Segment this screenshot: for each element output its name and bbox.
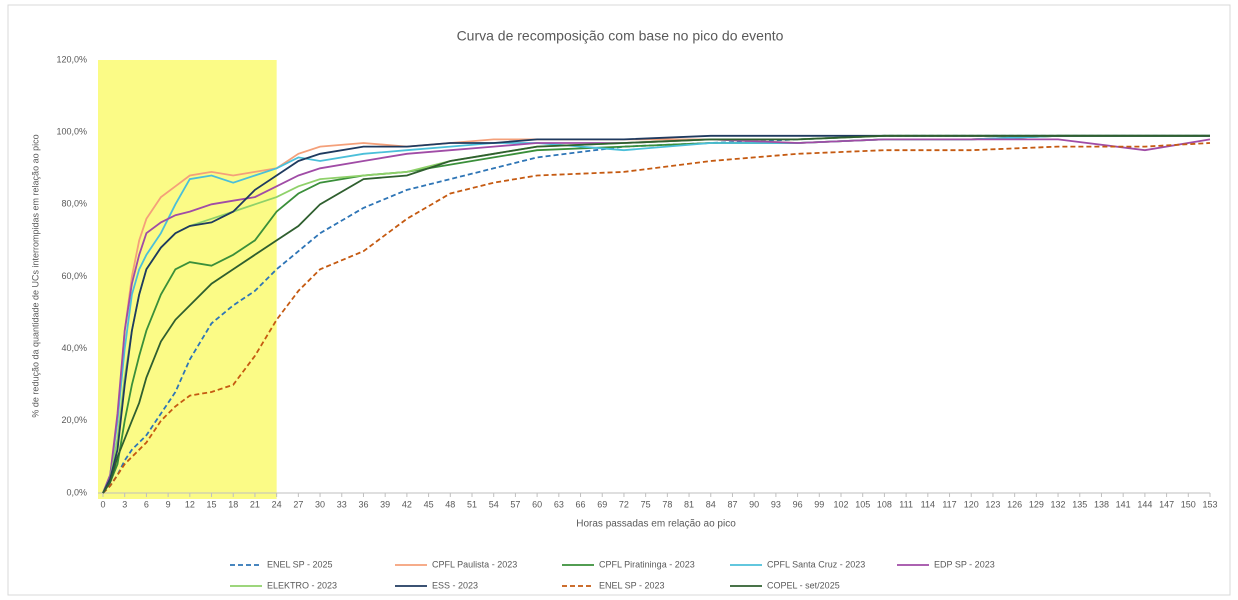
y-tick-label: 120,0%: [56, 54, 87, 64]
legend-label: CPFL Piratininga - 2023: [599, 559, 695, 569]
series-line: [102, 134, 1210, 494]
y-tick-label: 20,0%: [61, 415, 87, 425]
x-tick-label: 123: [985, 499, 1000, 509]
series-line: [102, 142, 1211, 494]
x-tick-label: 99: [814, 499, 824, 509]
legend-label: CPFL Paulista - 2023: [432, 559, 517, 569]
legend-label: EDP SP - 2023: [934, 559, 995, 569]
x-tick-label: 132: [1051, 499, 1066, 509]
x-tick-label: 96: [793, 499, 803, 509]
x-tick-label: 9: [166, 499, 171, 509]
x-tick-label: 66: [576, 499, 586, 509]
x-tick-label: 0: [100, 499, 105, 509]
x-tick-label: 114: [921, 499, 935, 509]
x-tick-label: 48: [445, 499, 455, 509]
x-tick-label: 72: [619, 499, 629, 509]
x-tick-label: 87: [727, 499, 737, 509]
x-tick-label: 45: [424, 499, 434, 509]
legend-label: ELEKTRO - 2023: [267, 580, 337, 590]
x-tick-label: 129: [1029, 499, 1044, 509]
x-tick-label: 141: [1116, 499, 1131, 509]
x-tick-label: 27: [293, 499, 303, 509]
y-axis-title: % de redução da quantidade de UCs interr…: [30, 134, 40, 417]
x-tick-label: 120: [964, 499, 979, 509]
x-tick-label: 78: [662, 499, 672, 509]
x-tick-label: 39: [380, 499, 390, 509]
x-axis-title: Horas passadas em relação ao pico: [576, 519, 736, 530]
x-tick-label: 105: [855, 499, 870, 509]
legend-label: CPFL Santa Cruz - 2023: [767, 559, 865, 569]
legend-label: COPEL - set/2025: [767, 580, 840, 590]
x-tick-label: 150: [1181, 499, 1196, 509]
x-tick-label: 57: [510, 499, 520, 509]
x-tick-label: 60: [532, 499, 542, 509]
x-tick-label: 42: [402, 499, 412, 509]
y-tick-label: 60,0%: [61, 271, 87, 281]
x-tick-label: 147: [1159, 499, 1174, 509]
x-tick-label: 51: [467, 499, 477, 509]
highlight-band: [98, 60, 277, 499]
x-tick-label: 30: [315, 499, 325, 509]
x-tick-label: 111: [899, 499, 913, 509]
legend-label: ESS - 2023: [432, 580, 478, 590]
x-tick-label: 3: [122, 499, 127, 509]
chart-title: Curva de recomposição com base no pico d…: [457, 28, 784, 44]
x-tick-label: 18: [228, 499, 238, 509]
x-tick-label: 153: [1202, 499, 1217, 509]
x-tick-label: 33: [337, 499, 347, 509]
legend-label: ENEL SP - 2025: [267, 559, 333, 569]
x-tick-label: 102: [833, 499, 848, 509]
x-tick-label: 75: [641, 499, 651, 509]
x-tick-label: 90: [749, 499, 759, 509]
x-tick-label: 21: [250, 499, 260, 509]
x-tick-label: 93: [771, 499, 781, 509]
x-tick-label: 36: [358, 499, 368, 509]
x-tick-label: 12: [185, 499, 195, 509]
x-tick-label: 69: [597, 499, 607, 509]
x-tick-label: 117: [942, 499, 956, 509]
series-line: [102, 134, 1210, 494]
x-tick-label: 84: [706, 499, 716, 509]
x-tick-label: 81: [684, 499, 694, 509]
x-tick-label: 24: [272, 499, 282, 509]
x-tick-label: 63: [554, 499, 564, 509]
y-tick-label: 40,0%: [61, 343, 87, 353]
x-tick-label: 135: [1072, 499, 1087, 509]
series-line: [102, 138, 1211, 494]
x-tick-label: 126: [1007, 499, 1022, 509]
y-tick-label: 0,0%: [66, 487, 87, 497]
x-tick-label: 108: [877, 499, 892, 509]
x-tick-label: 138: [1094, 499, 1109, 509]
y-tick-label: 80,0%: [61, 199, 87, 209]
x-tick-label: 6: [144, 499, 149, 509]
legend-label: ENEL SP - 2023: [599, 580, 665, 590]
y-tick-label: 100,0%: [56, 127, 87, 137]
x-tick-label: 54: [489, 499, 499, 509]
x-tick-label: 15: [207, 499, 217, 509]
x-tick-label: 144: [1137, 499, 1152, 509]
